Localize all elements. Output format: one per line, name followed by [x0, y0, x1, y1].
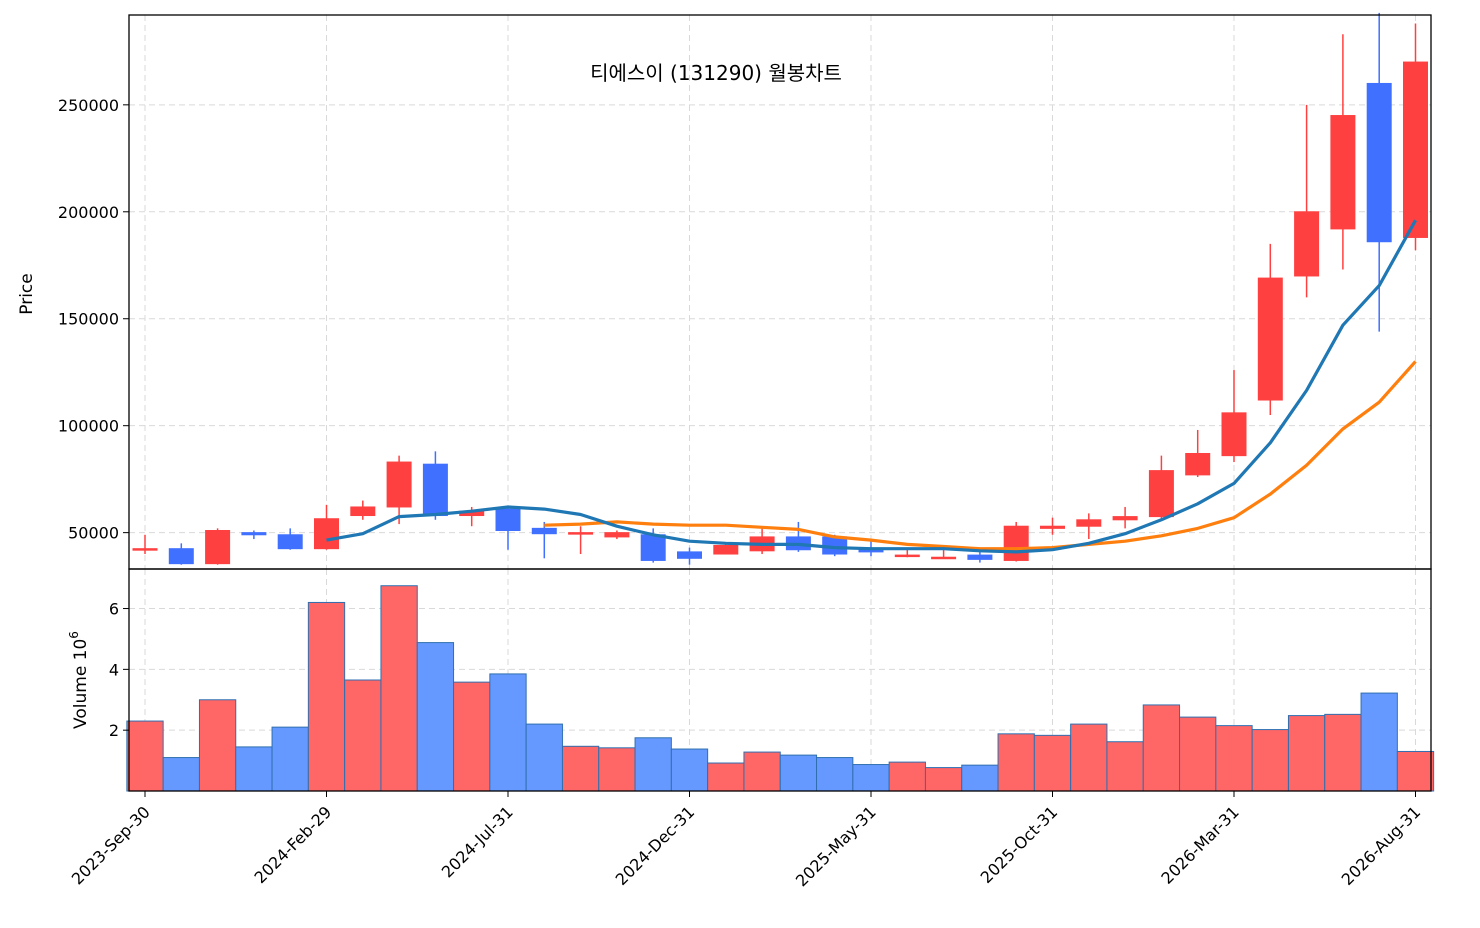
candle-body	[1221, 412, 1247, 457]
volume-tick-label: 4	[109, 660, 119, 679]
candle-body	[168, 548, 194, 565]
price-tick-label: 200000	[58, 203, 119, 222]
volume-bar	[670, 748, 709, 792]
volume-layer	[126, 585, 1435, 792]
volume-bar	[525, 723, 563, 792]
volume-bar	[1215, 725, 1253, 792]
volume-tick-label: 2	[109, 721, 119, 740]
candle-body	[1148, 470, 1174, 518]
candle-body	[314, 518, 339, 550]
moving-average-layer	[326, 219, 1417, 554]
volume-axis-label-exponent: 6	[67, 631, 81, 639]
volume-bar	[561, 745, 600, 792]
candle-body	[677, 551, 702, 559]
candle-body	[132, 548, 158, 551]
price-tick-label: 250000	[58, 96, 119, 115]
volume-axis-label: Volume 106	[67, 631, 91, 729]
candle-body	[1076, 519, 1102, 527]
volume-bar	[453, 681, 491, 792]
candle-body	[1257, 277, 1283, 401]
volume-bar	[1070, 723, 1108, 792]
volume-bar	[1396, 750, 1435, 792]
price-tick-label: 50000	[68, 524, 119, 543]
candle-body	[1366, 82, 1392, 243]
volume-bar	[126, 720, 164, 792]
volume-bar	[1324, 713, 1362, 792]
moving-average-short-line	[326, 219, 1417, 554]
volume-bar	[924, 767, 963, 792]
candle-body	[531, 527, 557, 535]
candle-body	[568, 532, 594, 535]
price-tick-label: 150000	[58, 310, 119, 329]
volume-bar	[235, 746, 273, 792]
volume-bar	[816, 757, 854, 792]
candle-body	[931, 556, 957, 560]
volume-bar	[416, 642, 455, 792]
volume-bar	[344, 679, 382, 792]
candle-body	[1185, 452, 1211, 476]
candle-body	[386, 461, 412, 508]
candle-body	[1403, 61, 1428, 238]
candle-body	[277, 534, 303, 550]
volume-bar	[743, 751, 781, 792]
volume-bar	[1287, 715, 1326, 792]
volume-bar	[707, 762, 745, 792]
volume-panel-frame	[128, 568, 1432, 792]
volume-bar	[489, 673, 527, 792]
volume-bar	[888, 761, 926, 792]
candle-body	[604, 532, 630, 538]
volume-bar	[1106, 741, 1144, 792]
volume-bar	[198, 699, 237, 792]
chart-title: 티에스이 (131290) 월봉차트	[590, 61, 842, 85]
candle-body	[640, 534, 666, 561]
volume-bar	[1142, 704, 1181, 792]
candle-body	[1330, 115, 1356, 230]
candle-body	[422, 463, 448, 517]
volume-bar	[380, 585, 418, 792]
candle-body	[241, 532, 267, 536]
candle-layer	[132, 12, 1428, 565]
price-axis-label: Price	[17, 273, 37, 314]
candle-body	[894, 554, 920, 558]
volume-bar	[961, 764, 999, 792]
volume-bar	[634, 737, 672, 792]
candle-body	[1003, 525, 1029, 561]
candle-body	[967, 554, 993, 560]
volume-bar	[1033, 734, 1072, 792]
candle-body	[495, 508, 521, 531]
volume-bar	[997, 733, 1035, 792]
candle-body	[205, 529, 231, 565]
volume-bar	[779, 754, 818, 792]
volume-bar	[1251, 729, 1289, 792]
volume-axis-label-text: Volume 10	[71, 639, 91, 729]
candle-body	[1040, 525, 1065, 529]
volume-bar	[852, 764, 890, 792]
moving-average-long-line	[544, 360, 1417, 551]
volume-bar	[307, 601, 346, 792]
volume-bar	[271, 726, 309, 792]
volume-bar	[162, 757, 200, 792]
volume-bar	[1360, 692, 1398, 792]
volume-bar	[598, 747, 636, 792]
volume-tick-label: 6	[109, 600, 119, 619]
price-tick-label: 100000	[58, 417, 119, 436]
candle-body	[1112, 516, 1138, 521]
volume-bar	[1179, 716, 1217, 792]
candle-body	[1294, 211, 1320, 277]
candle-body	[350, 506, 376, 517]
candle-body	[713, 544, 739, 555]
